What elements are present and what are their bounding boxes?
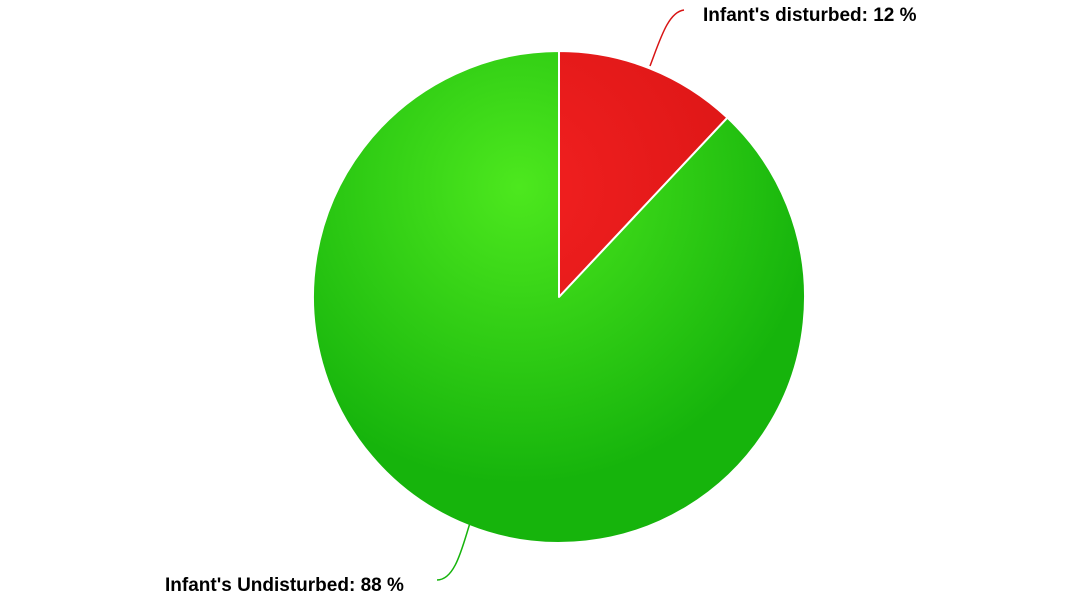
pie-slice-infants-disturbed[interactable]: [558, 50, 729, 298]
label-connector-infants-disturbed: [649, 9, 685, 67]
data-label-infants-undisturbed: Infant's Undisturbed: 88 %: [165, 575, 404, 592]
connectors-layer: [436, 9, 685, 581]
slices-layer: [312, 50, 806, 544]
pie-slice-infants-undisturbed[interactable]: [312, 50, 806, 544]
data-label-infants-disturbed: Infant's disturbed: 12 %: [703, 5, 917, 26]
label-connector-infants-undisturbed: [436, 522, 471, 581]
labels-layer: Infant's disturbed: 12 % Infant's Undist…: [165, 5, 917, 596]
